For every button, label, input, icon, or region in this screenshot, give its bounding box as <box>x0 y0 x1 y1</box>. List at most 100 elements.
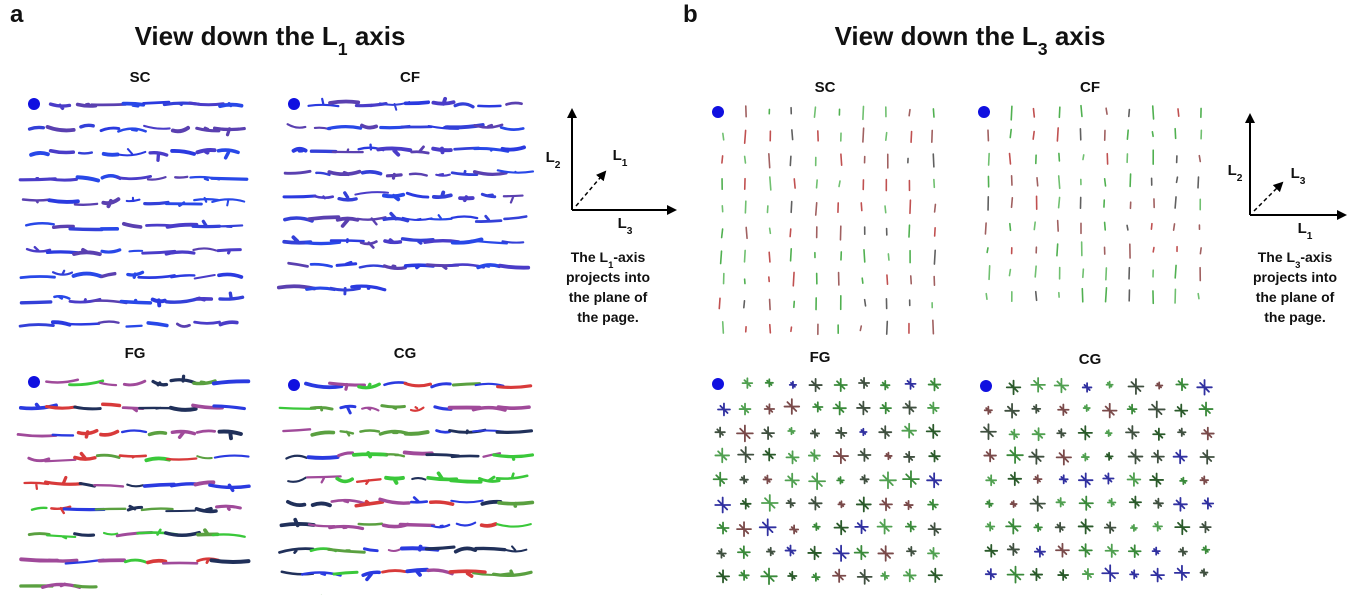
glyph <box>403 218 432 220</box>
panel-letter: b <box>683 1 698 28</box>
glyph <box>1081 106 1082 117</box>
axis-arrow <box>576 172 605 206</box>
glyph <box>497 524 531 526</box>
glyph <box>145 484 175 486</box>
glyph <box>809 473 825 489</box>
glyph <box>359 524 382 525</box>
glyph <box>103 404 120 405</box>
glyph <box>839 181 840 186</box>
axis-label: L1 <box>613 147 628 169</box>
glyph <box>1129 110 1130 117</box>
origin-dot <box>288 98 300 110</box>
glyph <box>763 449 775 461</box>
glyph <box>878 546 893 561</box>
glyph <box>504 216 526 218</box>
glyph <box>81 125 93 127</box>
glyph <box>167 459 196 460</box>
glyph <box>127 198 140 201</box>
glyph <box>217 506 241 509</box>
glyph <box>1175 520 1189 534</box>
glyph <box>1010 224 1011 231</box>
glyph <box>928 403 939 414</box>
glyph <box>24 483 48 489</box>
glyph <box>903 471 919 487</box>
glyph <box>1105 179 1106 186</box>
glyph <box>793 272 794 285</box>
glyph <box>220 104 242 106</box>
glyph <box>863 128 864 142</box>
glyph <box>863 106 864 119</box>
axis-label: L1 <box>1298 220 1313 242</box>
glyph <box>501 127 523 129</box>
glyph <box>770 177 771 190</box>
glyph <box>1009 270 1010 276</box>
glyph <box>124 224 141 227</box>
glyph <box>1032 405 1040 413</box>
glyph <box>881 572 889 580</box>
glyph <box>412 478 425 479</box>
axis-label: L3 <box>1291 165 1306 187</box>
glyph <box>1131 525 1137 531</box>
glyph <box>1059 176 1060 188</box>
glyph <box>75 204 97 205</box>
glyph <box>1151 224 1152 230</box>
glyph <box>328 127 360 129</box>
glyph <box>1106 545 1118 557</box>
glyph <box>1033 428 1045 440</box>
glyph <box>929 569 942 582</box>
glyph <box>834 449 848 463</box>
glyph <box>770 299 771 309</box>
glyph <box>1083 269 1084 277</box>
glyph <box>929 451 940 462</box>
glyph <box>177 324 189 327</box>
glyph <box>361 242 376 248</box>
glyph <box>786 451 798 463</box>
glyph <box>49 200 78 202</box>
glyph <box>330 101 358 103</box>
glyph <box>144 126 170 129</box>
glyph <box>283 429 310 431</box>
axis-label-prefix: L <box>546 149 555 166</box>
glyph <box>94 485 123 486</box>
glyph <box>1174 224 1175 230</box>
glyph <box>384 382 406 384</box>
glyph <box>145 202 168 203</box>
glyph <box>51 151 74 153</box>
glyph <box>1056 498 1065 507</box>
glyph <box>855 521 868 534</box>
glyph <box>482 524 496 526</box>
glyph <box>1175 265 1176 278</box>
glyph <box>722 229 723 237</box>
glyph <box>760 519 776 535</box>
glyph <box>100 383 116 385</box>
glyph <box>906 522 916 532</box>
subpanel-label: CG <box>1079 351 1102 368</box>
glyph <box>769 154 770 168</box>
glyph <box>102 274 115 277</box>
glyph <box>1126 426 1139 439</box>
glyph <box>907 547 916 556</box>
caption-line-prefix: The L <box>1258 249 1296 265</box>
glyph <box>475 125 502 128</box>
glyph <box>166 511 195 512</box>
glyph <box>341 431 353 435</box>
glyph <box>885 206 886 213</box>
glyph <box>1058 221 1059 232</box>
glyph <box>498 386 531 388</box>
glyph <box>933 320 934 333</box>
glyph <box>172 432 194 438</box>
glyph <box>929 379 941 391</box>
glyph <box>792 130 793 140</box>
glyph <box>384 266 405 268</box>
glyph <box>928 500 938 510</box>
glyph <box>835 379 847 391</box>
glyph <box>935 204 936 211</box>
glyph <box>309 457 338 458</box>
panel-letter: a <box>10 1 24 28</box>
glyph <box>54 296 69 298</box>
glyph <box>198 150 215 153</box>
origin-dot <box>712 106 724 118</box>
axis-label-sub: 2 <box>555 160 561 171</box>
origin-dot <box>978 106 990 118</box>
glyph <box>103 199 118 206</box>
